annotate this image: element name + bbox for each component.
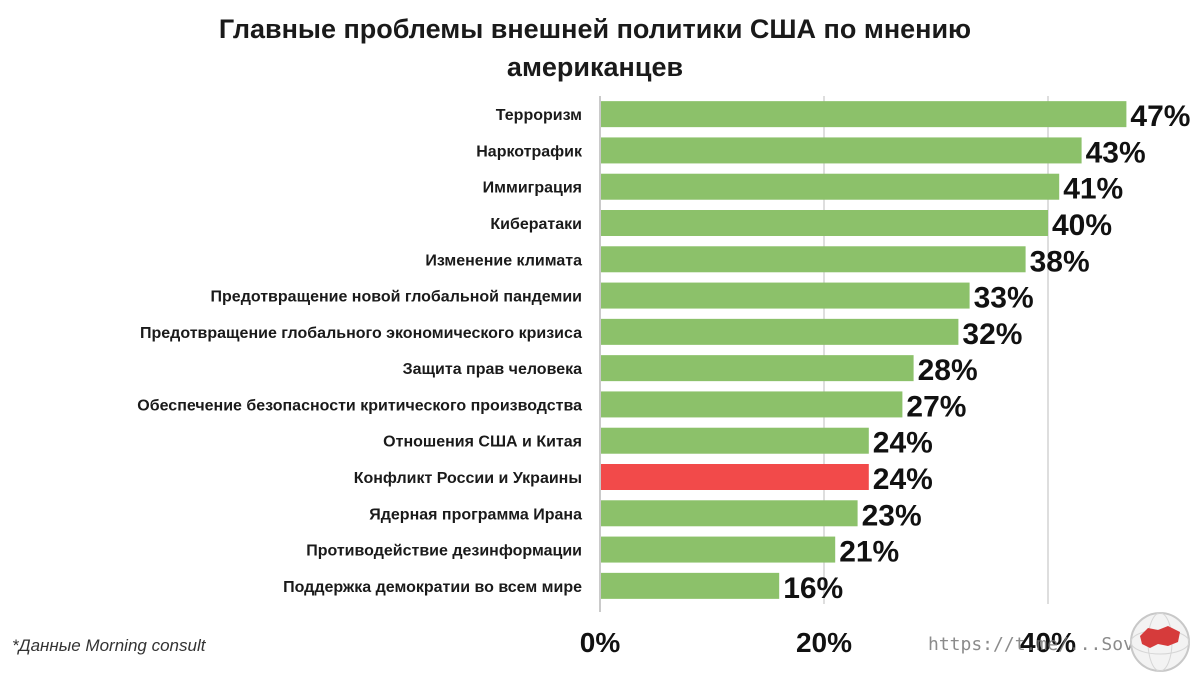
x-tick-label-1: 20%	[796, 627, 852, 658]
bar-9	[601, 427, 869, 454]
value-label-5: 33%	[974, 282, 1034, 315]
category-label-9: Отношения США и Китая	[383, 434, 582, 451]
value-label-10: 24%	[873, 463, 933, 496]
category-label-12: Противодействие дезинформации	[306, 543, 582, 560]
value-label-13: 16%	[783, 572, 843, 605]
x-tick-label-2: 40%	[1020, 627, 1076, 658]
bar-4	[601, 246, 1026, 273]
category-label-6: Предотвращение глобального экономическог…	[140, 325, 582, 342]
bar-5	[601, 282, 970, 309]
value-label-8: 27%	[906, 390, 966, 423]
bar-13	[601, 572, 780, 599]
bar-2	[601, 173, 1060, 200]
bar-12	[601, 536, 836, 563]
chart-title-line-2: американцев	[506, 52, 684, 82]
value-label-2: 41%	[1063, 173, 1123, 206]
category-label-11: Ядерная программа Ирана	[369, 506, 582, 523]
category-label-5: Предотвращение новой глобальной пандемии	[211, 289, 582, 306]
bar-10	[601, 464, 869, 490]
bar-0	[601, 101, 1127, 128]
bar-1	[601, 137, 1082, 164]
category-label-8: Обеспечение безопасности критического пр…	[137, 397, 582, 414]
value-label-4: 38%	[1030, 245, 1090, 278]
value-label-6: 32%	[962, 318, 1022, 351]
category-label-1: Наркотрафик	[476, 143, 583, 160]
value-label-9: 24%	[873, 427, 933, 460]
bar-7	[601, 355, 914, 382]
category-label-7: Защита прав человека	[403, 361, 583, 378]
value-label-1: 43%	[1086, 136, 1146, 169]
value-label-7: 28%	[918, 354, 978, 387]
category-label-13: Поддержка демократии во всем мире	[283, 579, 582, 596]
category-label-0: Терроризм	[496, 107, 582, 124]
value-label-3: 40%	[1052, 209, 1112, 242]
bar-11	[601, 500, 858, 527]
category-label-4: Изменение климата	[425, 252, 582, 269]
value-label-11: 23%	[862, 499, 922, 532]
category-label-2: Иммиграция	[483, 180, 582, 197]
value-label-12: 21%	[839, 536, 899, 569]
value-label-0: 47%	[1130, 100, 1190, 133]
bar-8	[601, 391, 903, 418]
bar-6	[601, 318, 959, 345]
bar-3	[601, 210, 1048, 236]
globe-logo-icon	[1130, 612, 1190, 672]
category-label-10: Конфликт России и Украины	[354, 470, 582, 487]
chart-title: Главные проблемы внешней политики США по…	[0, 10, 1190, 86]
source-note: *Данные Morning consult	[12, 636, 206, 655]
category-label-3: Кибератаки	[490, 216, 582, 233]
watermark-link[interactable]: https://t.me/...Sovet	[928, 634, 1156, 655]
x-tick-label-0: 0%	[580, 627, 621, 658]
chart-title-line-1: Главные проблемы внешней политики США по…	[218, 14, 972, 44]
